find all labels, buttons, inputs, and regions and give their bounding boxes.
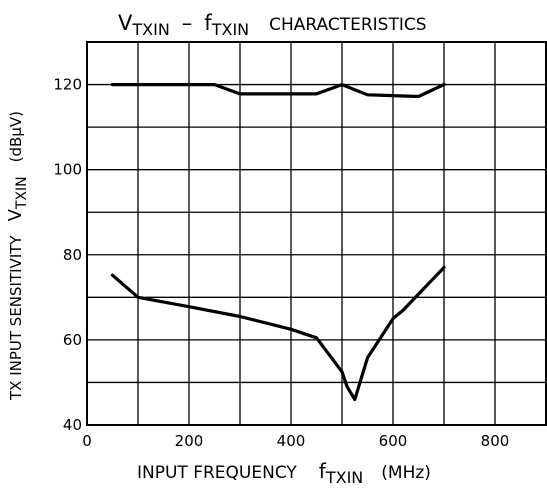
- y-tick-label: 80: [63, 246, 82, 264]
- y-tick-label: 60: [63, 331, 82, 349]
- x-tick-label: 0: [82, 432, 92, 450]
- y-tick-label: 120: [53, 76, 82, 94]
- series-layer: [110, 82, 446, 402]
- y-tick-label: 100: [53, 161, 82, 179]
- plot-frame: [86, 41, 547, 426]
- x-tick-label: 800: [481, 432, 510, 450]
- y-tick-label: 40: [63, 416, 82, 434]
- y-axis-label: TX INPUT SENSITIVITYVTXIN(dBμV): [5, 111, 30, 401]
- x-tick-label: 200: [175, 432, 204, 450]
- series-line-1: [110, 82, 446, 99]
- x-axis-label: INPUT FREQUENCY fTXIN (MHz): [137, 459, 431, 487]
- series-line-2: [110, 265, 446, 402]
- x-tick-labels: 0 200 400 600 800: [82, 432, 509, 450]
- x-tick-label: 600: [379, 432, 408, 450]
- y-tick-labels: 40 60 80 100 120: [53, 76, 82, 434]
- x-tick-label: 400: [277, 432, 306, 450]
- grid: [86, 41, 547, 426]
- chart-title: VTXIN – fTXIN CHARACTERISTICS: [118, 11, 427, 39]
